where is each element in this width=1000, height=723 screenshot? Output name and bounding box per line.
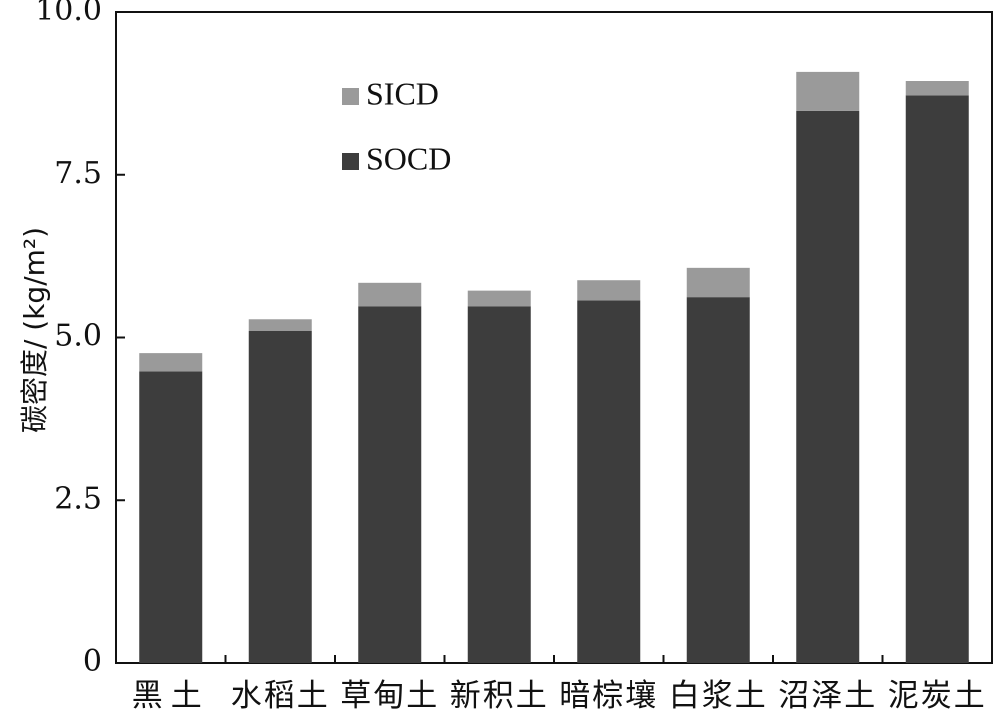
bar-socd — [577, 300, 641, 663]
legend: SICD SOCD — [342, 75, 451, 176]
bar-sicd — [139, 353, 203, 372]
bar-socd — [796, 110, 860, 663]
plot-area — [115, 11, 993, 664]
y-tick-label: 0 — [83, 644, 102, 679]
y-axis-ticks: 0 2.5 5.0 7.5 10.0 — [35, 0, 125, 679]
legend-swatch — [342, 88, 359, 105]
category-label: 泥炭土 — [888, 678, 987, 714]
plot-frame — [115, 11, 993, 664]
category-label: 白浆土 — [669, 678, 768, 714]
category-label: 新积土 — [450, 678, 549, 714]
bar-sicd — [577, 280, 641, 301]
category-label: 暗棕壤 — [559, 678, 658, 714]
bar-sicd — [796, 71, 860, 111]
bar-sicd — [686, 267, 750, 298]
bar-socd — [467, 306, 531, 663]
bars — [139, 71, 969, 663]
y-tick-label: 5.0 — [54, 319, 102, 354]
category-label: 草甸土 — [340, 678, 439, 714]
y-tick-label: 7.5 — [54, 156, 102, 191]
x-axis-category-labels: 黑土 水稻土 草甸土 新积土 暗棕壤 白浆土 沼泽土 泥炭土 — [132, 678, 987, 714]
x-axis-ticks — [224, 655, 884, 663]
bar-sicd — [905, 81, 969, 96]
legend-label: SICD — [366, 75, 439, 111]
y-axis-title: 碳密度/ (kg/m²) — [18, 227, 51, 433]
y-tick-label: 10.0 — [35, 0, 102, 28]
bar-socd — [248, 330, 312, 663]
bar-socd — [905, 95, 969, 663]
category-label: 水稻土 — [231, 678, 330, 714]
bar-sicd — [467, 290, 531, 307]
legend-label: SOCD — [366, 140, 451, 176]
category-label: 黑土 — [132, 678, 210, 714]
y-tick-label: 2.5 — [54, 481, 102, 516]
bar-sicd — [248, 319, 312, 331]
bar-socd — [686, 297, 750, 663]
bar-socd — [358, 306, 422, 663]
category-label: 沼泽土 — [778, 678, 877, 714]
bar-socd — [139, 371, 203, 663]
bar-sicd — [358, 282, 422, 307]
legend-swatch — [342, 153, 359, 170]
